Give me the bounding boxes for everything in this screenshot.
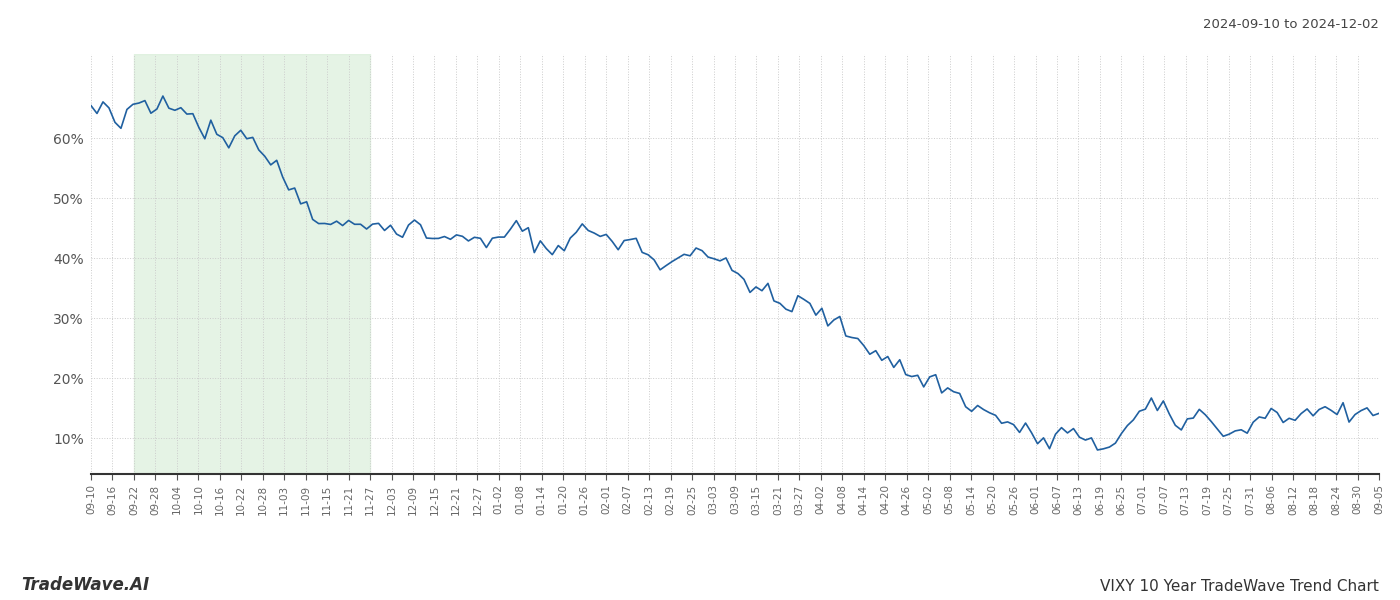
Text: TradeWave.AI: TradeWave.AI — [21, 576, 150, 594]
Bar — [134, 54, 370, 474]
Text: 2024-09-10 to 2024-12-02: 2024-09-10 to 2024-12-02 — [1203, 18, 1379, 31]
Text: VIXY 10 Year TradeWave Trend Chart: VIXY 10 Year TradeWave Trend Chart — [1100, 579, 1379, 594]
